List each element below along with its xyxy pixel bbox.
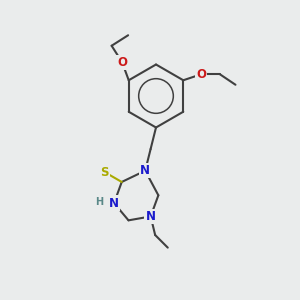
- Text: N: N: [146, 210, 156, 223]
- Text: S: S: [100, 166, 109, 179]
- Text: N: N: [109, 196, 119, 210]
- Text: H: H: [96, 196, 104, 207]
- Text: O: O: [196, 68, 206, 81]
- Text: O: O: [117, 56, 127, 69]
- Text: N: N: [140, 164, 150, 177]
